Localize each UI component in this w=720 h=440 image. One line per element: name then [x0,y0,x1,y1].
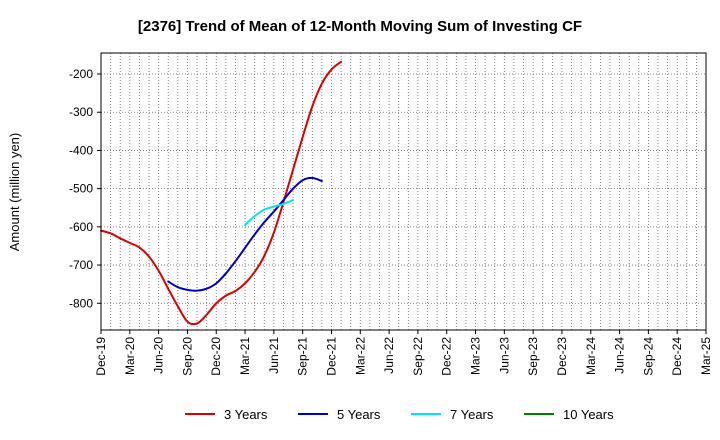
legend: 3 Years 5 Years 7 Years 10 Years [185,407,614,422]
y-tick-label: -500 [69,182,93,196]
series-line-3-years [100,60,343,326]
y-tick-label: -300 [69,105,93,119]
x-tick-label: Dec-24 [670,337,684,376]
x-tick-label: Sep-22 [411,337,425,376]
y-tick-label: -800 [69,296,93,310]
x-tick-label: Jun-23 [497,337,511,374]
legend-label-10-years: 10 Years [563,407,614,422]
y-tick-label: -400 [69,143,93,157]
series-lines [100,60,343,326]
series-line-7-years [244,199,295,226]
series-line-5-years [167,176,323,292]
x-tick-label: Dec-21 [324,337,338,376]
grid [101,53,706,330]
x-tick-label: Mar-25 [699,337,713,375]
x-tick-label: Sep-21 [296,337,310,376]
x-tick-label: Dec-20 [209,337,223,376]
x-tick-label: Mar-22 [353,337,367,375]
plot-area [101,53,706,330]
x-tick-label: Mar-23 [469,337,483,375]
plot-frame [100,52,707,331]
x-tick-label: Mar-24 [584,337,598,375]
x-tick-label: Sep-20 [180,337,194,376]
x-tick-label: Dec-22 [440,337,454,376]
x-tick-label: Sep-24 [641,337,655,376]
x-tick-label: Sep-23 [526,337,540,376]
x-tick-label: Dec-23 [555,337,569,376]
y-tick-label: -200 [69,67,93,81]
y-tick-label: -600 [69,220,93,234]
y-ticks: -200 -300 -400 -500 -600 -700 -800 [69,67,101,310]
legend-label-7-years: 7 Years [450,407,494,422]
y-tick-label: -700 [69,258,93,272]
x-tick-label: Dec-19 [94,337,108,376]
legend-label-5-years: 5 Years [337,407,381,422]
x-tick-label: Jun-24 [613,337,627,374]
x-tick-label: Mar-21 [238,337,252,375]
x-tick-label: Mar-20 [123,337,137,375]
x-ticks: Dec-19 Mar-20 Jun-20 Sep-20 Dec-20 Mar-21 Jun-… [94,330,713,376]
chart-title: [2376] Trend of Mean of 12-Month Moving … [138,18,582,35]
x-tick-label: Jun-22 [382,337,396,374]
legend-label-3-years: 3 Years [224,407,268,422]
x-tick-label: Jun-21 [267,337,281,374]
x-tick-label: Jun-20 [152,337,166,374]
y-axis-label: Amount (million yen) [7,133,22,252]
